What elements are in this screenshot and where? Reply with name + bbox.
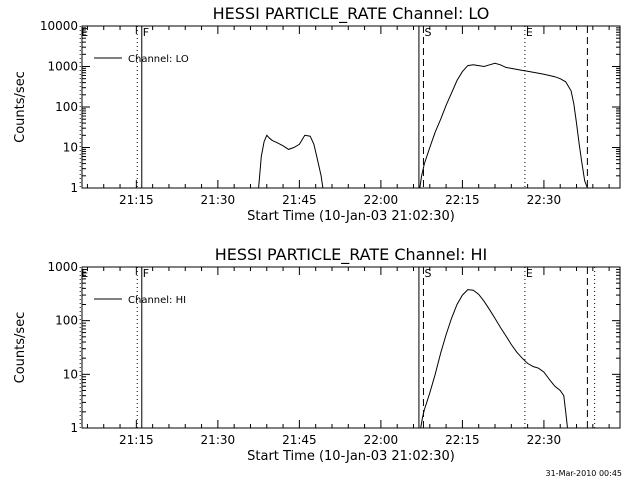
x-tick-label: 21:45 [282,433,317,447]
event-marker-label: E [81,267,88,280]
x-tick-label: 21:15 [119,433,154,447]
x-tick-label: 22:15 [445,193,480,207]
footer-timestamp: 31-Mar-2010 00:45 [546,469,623,478]
event-marker-label: S [424,26,431,39]
y-tick-label: 100 [55,314,78,328]
legend-label: Channel: HI [128,295,186,306]
x-tick-label: 21:30 [201,193,236,207]
x-tick-label: 22:00 [364,193,399,207]
plot-frame [81,266,621,429]
hi-channel-panel: HESSI PARTICLE_RATE Channel: HI 21:15 21:3… [13,245,621,464]
y-axis-label: Counts/sec [13,71,28,143]
x-tick-label: 21:45 [282,193,317,207]
event-marker-label: S [424,267,431,280]
x-tick-label: 22:00 [364,433,399,447]
event-marker-label: E [526,267,533,280]
x-tick-label: 21:15 [119,193,154,207]
x-tick-label: 21:30 [201,433,236,447]
event-marker-label: E [526,26,533,39]
chart-title: HESSI PARTICLE_RATE Channel: LO [213,4,490,24]
x-axis-label: Start Time (10-Jan-03 21:02:30) [247,449,455,464]
lo-channel-panel: HESSI PARTICLE_RATE Channel: LO 21:15 21:3… [13,4,621,224]
series-line [419,62,588,189]
x-tick-label: 22:30 [527,193,562,207]
event-marker-label: F [143,267,149,280]
y-tick-label: 10000 [40,19,78,33]
event-marker-label: E [81,26,88,39]
legend-label: Channel: LO [128,54,189,65]
y-tick-label: 1 [70,421,78,435]
plot-frame [81,25,621,189]
y-tick-label: 1 [70,181,78,195]
y-tick-label: 1000 [47,260,78,274]
series-line [258,134,324,189]
x-axis-label: Start Time (10-Jan-03 21:02:30) [247,209,455,224]
series-line [420,289,568,429]
chart-title: HESSI PARTICLE_RATE Channel: HI [215,245,488,265]
y-tick-label: 10 [63,367,78,381]
y-tick-label: 10 [63,141,78,155]
x-tick-label: 22:15 [445,433,480,447]
y-axis-label: Counts/sec [13,312,28,384]
x-tick-label: 22:30 [527,433,562,447]
y-tick-label: 1000 [47,60,78,74]
y-tick-label: 100 [55,100,78,114]
event-marker-label: F [143,26,149,39]
